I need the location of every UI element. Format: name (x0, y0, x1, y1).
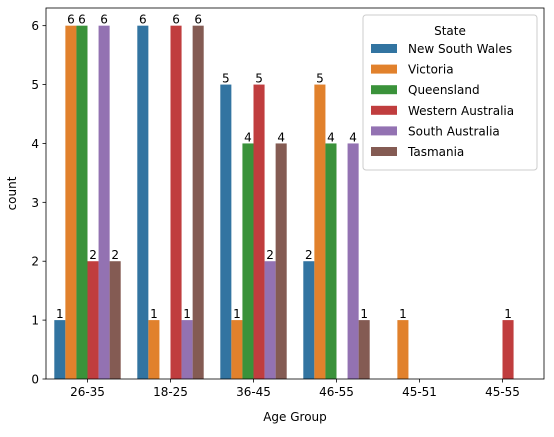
bar (275, 143, 287, 379)
legend-title: State (434, 24, 466, 38)
bar (314, 84, 326, 379)
legend-entry: Victoria (408, 63, 454, 77)
legend-swatch (371, 147, 397, 156)
data-label: 2 (89, 248, 97, 262)
data-label: 4 (244, 130, 252, 144)
legend-swatch (371, 105, 397, 115)
legend-entry: Western Australia (408, 104, 514, 118)
bar (325, 143, 337, 379)
data-label: 4 (277, 130, 285, 144)
legend-entry: New South Wales (408, 42, 512, 56)
bar (109, 261, 121, 379)
y-tick-label: 1 (31, 314, 39, 328)
data-label: 6 (100, 13, 108, 27)
y-tick-label: 6 (31, 19, 39, 33)
x-tick-label: 26-35 (70, 385, 105, 399)
bar (137, 25, 149, 379)
data-label: 2 (266, 248, 274, 262)
data-label: 1 (504, 307, 512, 321)
axes-frame (45, 7, 545, 380)
x-tick-label: 46-55 (319, 385, 354, 399)
legend-entry: Queensland (408, 83, 480, 97)
y-tick-label: 4 (31, 137, 39, 151)
data-label: 2 (305, 248, 313, 262)
bar (98, 25, 110, 379)
bar (397, 320, 409, 379)
bar (148, 320, 160, 379)
data-label: 2 (111, 248, 119, 262)
y-tick-label: 3 (31, 196, 39, 210)
bar (502, 320, 514, 379)
legend-entry: South Australia (408, 124, 500, 138)
x-axis-label: Age Group (263, 410, 327, 424)
bar (220, 84, 232, 379)
legend-swatch (371, 85, 397, 95)
data-label: 4 (327, 130, 335, 144)
data-label: 5 (222, 72, 230, 86)
bar (87, 261, 99, 379)
legend-swatch (371, 126, 397, 136)
data-label: 6 (67, 13, 75, 27)
bar (181, 320, 193, 379)
y-tick-label: 0 (31, 373, 39, 387)
data-label: 5 (316, 72, 324, 86)
bar (242, 143, 254, 379)
data-label: 1 (150, 307, 158, 321)
x-tick-label: 45-55 (485, 385, 520, 399)
bar (358, 320, 370, 379)
bar (54, 320, 66, 379)
data-label: 1 (399, 307, 407, 321)
bar (347, 143, 359, 379)
data-label: 6 (194, 13, 202, 27)
x-tick-label: 45-51 (402, 385, 437, 399)
legend-entry: Tasmania (407, 145, 464, 159)
bar (76, 25, 88, 379)
bar (253, 84, 265, 379)
bar (303, 261, 315, 379)
legend-box (362, 14, 538, 171)
bar (192, 25, 204, 379)
bar (264, 261, 276, 379)
bar (65, 25, 77, 379)
legend-swatch (371, 44, 397, 53)
y-tick-label: 2 (31, 255, 39, 269)
bar (170, 25, 182, 379)
data-label: 1 (183, 307, 191, 321)
y-tick-label: 5 (31, 78, 39, 92)
data-label: 6 (139, 13, 147, 27)
data-label: 5 (255, 72, 263, 86)
x-tick-label: 18-25 (153, 385, 188, 399)
data-label: 1 (360, 307, 368, 321)
data-label: 4 (349, 130, 357, 144)
data-label: 6 (78, 13, 86, 27)
data-label: 6 (172, 13, 180, 27)
y-axis-label: count (5, 176, 19, 210)
data-label: 1 (56, 307, 64, 321)
x-tick-label: 36-45 (236, 385, 271, 399)
data-label: 1 (233, 307, 241, 321)
legend-swatch (371, 64, 397, 74)
bar (231, 320, 243, 379)
